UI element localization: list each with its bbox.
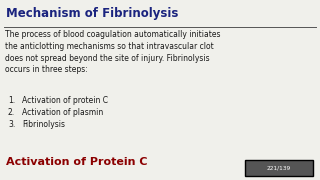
Text: Activation of protein C: Activation of protein C bbox=[22, 96, 108, 105]
Text: Mechanism of Fibrinolysis: Mechanism of Fibrinolysis bbox=[6, 7, 178, 20]
Text: 221/139: 221/139 bbox=[267, 165, 291, 170]
Text: The process of blood coagulation automatically initiates
the anticlotting mechan: The process of blood coagulation automat… bbox=[5, 30, 220, 74]
FancyBboxPatch shape bbox=[245, 160, 313, 176]
Text: 2.: 2. bbox=[8, 108, 15, 117]
Text: 3.: 3. bbox=[8, 120, 15, 129]
Text: 1.: 1. bbox=[8, 96, 15, 105]
Text: Activation of Protein C: Activation of Protein C bbox=[6, 157, 148, 167]
Text: Activation of plasmin: Activation of plasmin bbox=[22, 108, 103, 117]
Text: Fibrinolysis: Fibrinolysis bbox=[22, 120, 65, 129]
